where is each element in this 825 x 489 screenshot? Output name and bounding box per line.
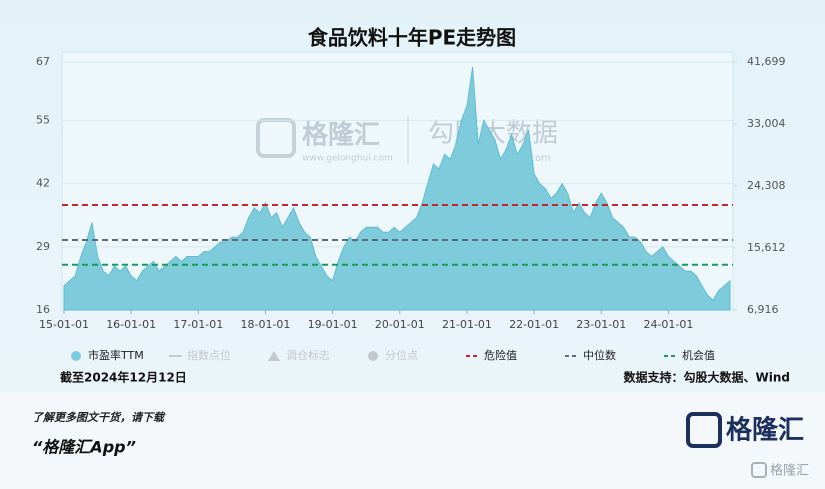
legend-label: 危险值: [484, 348, 517, 362]
y2-tick-label: 15,612: [747, 241, 786, 254]
footer-app: “格隆汇App”: [32, 438, 136, 457]
y-tick-label: 42: [36, 177, 50, 190]
x-tick-label: 20-01-01: [375, 318, 425, 331]
legend-symbol: [268, 351, 280, 361]
legend-symbol: [71, 351, 81, 361]
y2-tick-label: 6,916: [747, 303, 779, 316]
legend-label: 调仓标志: [286, 348, 330, 362]
y2-tick-label: 41,699: [747, 55, 786, 68]
x-tick-label: 19-01-01: [308, 318, 358, 331]
logo: 格隆汇: [726, 415, 804, 446]
x-tick-label: 21-01-01: [442, 318, 492, 331]
chart-title: 食品饮料十年PE走势图: [308, 26, 516, 50]
x-tick-label: 22-01-01: [509, 318, 559, 331]
area: [63, 66, 731, 311]
legend-label: 分位点: [385, 348, 418, 362]
source-note: 数据支持：勾股大数据、Wind: [624, 370, 790, 385]
date-note: 截至2024年12月12日: [60, 370, 187, 385]
y-tick-label: 55: [36, 113, 50, 126]
x-tick-label: 24-01-01: [643, 318, 693, 331]
corner-icon: [751, 462, 767, 478]
x-tick-label: 23-01-01: [576, 318, 626, 331]
x-tick-label: 15-01-01: [39, 318, 89, 331]
legend-label: 市盈率TTM: [88, 348, 144, 362]
y-tick-label: 16: [36, 303, 50, 316]
footer-line: 了解更多图文干货，请下载: [32, 411, 166, 424]
watermark-url: www.gelonghui.com: [302, 154, 393, 164]
legend-label: 中位数: [583, 348, 616, 362]
x-tick-label: 18-01-01: [241, 318, 291, 331]
y2-tick-label: 33,004: [747, 117, 786, 130]
logo-icon: [686, 412, 722, 448]
legend-symbol: [368, 351, 378, 361]
y-tick-label: 67: [36, 55, 50, 68]
watermark-brand: 格隆汇: [302, 120, 380, 151]
corner-watermark: 格隆汇: [770, 463, 809, 479]
legend-label: 指数点位: [187, 348, 231, 362]
y2-tick-label: 24,308: [747, 179, 786, 192]
y-tick-label: 29: [36, 240, 50, 253]
x-tick-label: 16-01-01: [106, 318, 156, 331]
legend-label: 机会值: [682, 348, 715, 362]
x-tick-label: 17-01-01: [173, 318, 223, 331]
